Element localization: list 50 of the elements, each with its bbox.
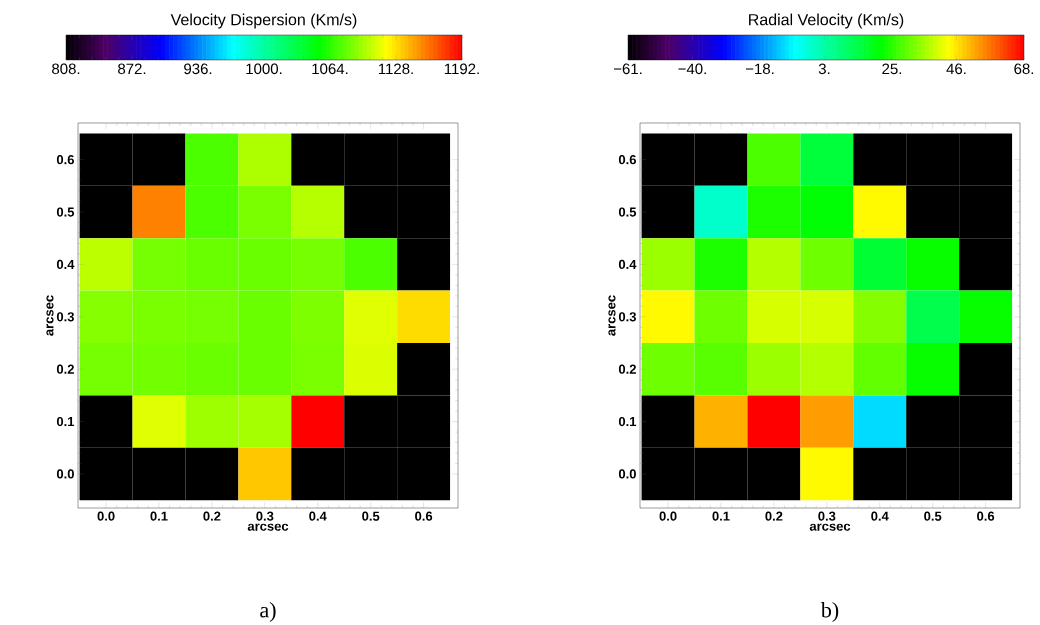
y-tick-label: 0.2: [618, 364, 636, 374]
color-bar-label: 1000.: [246, 63, 282, 75]
x-axis-title: arcsec: [247, 523, 289, 531]
y-tick-label: 0.6: [56, 155, 74, 165]
y-tick-label: 0.5: [56, 207, 75, 217]
text: b): [820, 601, 839, 622]
color-bar-label: 1192.: [444, 63, 479, 75]
text: a): [260, 601, 276, 622]
y-axis-title: arcsec: [608, 295, 616, 336]
x-tick-label: 0.0: [659, 511, 677, 521]
color-bar-label: −40.: [678, 63, 706, 75]
y-tick-label: 0.3: [56, 312, 74, 322]
x-tick-label: 0.0: [97, 511, 115, 521]
x-tick-label: 0.5: [362, 511, 380, 521]
color-bar-label: 46.: [946, 63, 966, 75]
x-tick-label: 0.4: [309, 511, 327, 521]
color-bar-label: 872.: [118, 63, 146, 75]
color-bar-label: −18.: [745, 63, 774, 75]
x-tick-label: 0.6: [415, 511, 433, 521]
y-tick-label: 0.1: [618, 416, 637, 427]
x-tick-label: 0.2: [765, 511, 783, 521]
color-bar-title: Radial Velocity (Km/s): [749, 13, 904, 29]
y-tick-label: 0.0: [56, 469, 74, 479]
color-bar-label: 25.: [882, 63, 902, 75]
color-bar-label: 3.: [818, 63, 830, 75]
x-tick-label: 0.2: [203, 511, 221, 521]
y-tick-label: 0.4: [56, 259, 75, 270]
y-axis-title: arcsec: [46, 295, 54, 336]
x-tick-label: 0.4: [871, 511, 889, 521]
color-bar-label: −61.: [613, 63, 642, 75]
x-tick-label: 0.6: [977, 511, 995, 521]
x-tick-label: 0.5: [924, 511, 942, 521]
color-bar-label: 936.: [184, 63, 212, 75]
color-bar-title: Velocity Dispersion (Km/s): [170, 13, 357, 29]
y-tick-label: 0.2: [56, 364, 74, 374]
x-tick-label: 0.1: [150, 511, 168, 521]
y-tick-label: 0.4: [618, 259, 637, 270]
y-tick-label: 0.1: [56, 416, 75, 427]
color-bar-label: 1064.: [312, 63, 348, 75]
x-axis-title: arcsec: [809, 523, 851, 531]
y-tick-label: 0.0: [618, 469, 636, 479]
y-tick-label: 0.5: [618, 207, 637, 217]
color-bar-label: 1128.: [378, 63, 413, 75]
x-tick-label: 0.3: [818, 511, 836, 521]
color-bar-label: 808.: [52, 63, 80, 75]
x-tick-label: 0.3: [256, 511, 274, 521]
color-bar-label: 68.: [1014, 63, 1034, 75]
y-tick-label: 0.6: [618, 155, 637, 165]
y-tick-label: 0.3: [618, 312, 637, 322]
x-tick-label: 0.1: [712, 511, 730, 521]
